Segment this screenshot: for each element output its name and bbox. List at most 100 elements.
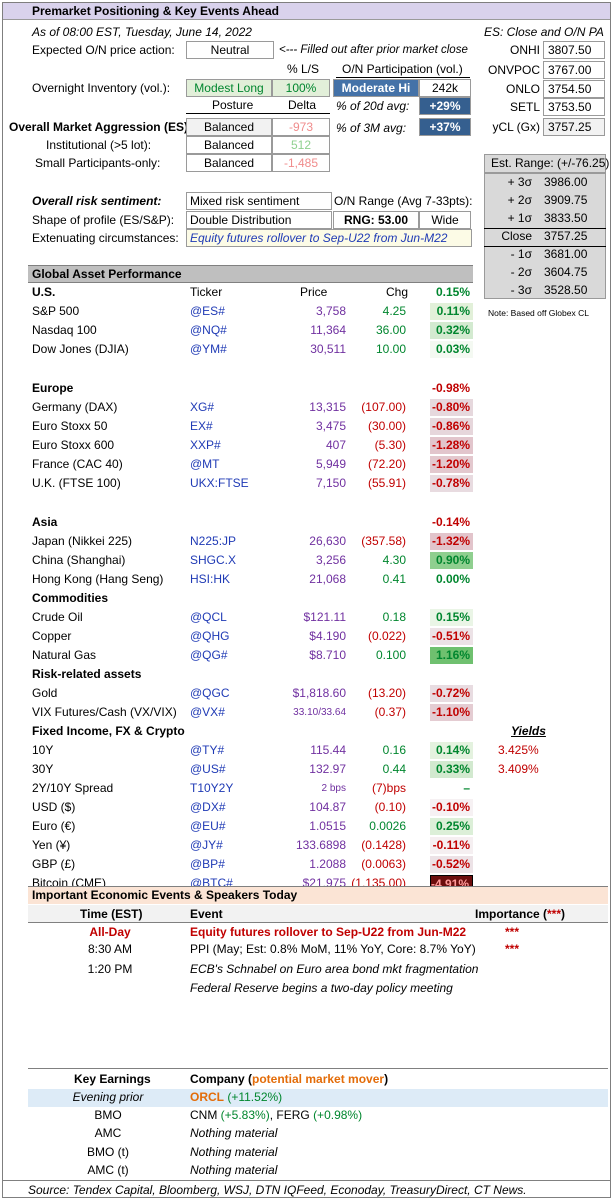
level-label: ONHI bbox=[510, 43, 540, 57]
asset-price: 1.2088 bbox=[309, 857, 346, 871]
asset-pct: -1.10% bbox=[430, 704, 473, 721]
earnings-company: ORCL (+11.52%) bbox=[190, 1089, 282, 1106]
rng-width: Wide bbox=[419, 211, 471, 229]
asset-chg: (107.00) bbox=[361, 400, 406, 414]
asset-ticker: XG# bbox=[190, 400, 215, 414]
asset-price: 30,511 bbox=[310, 342, 346, 356]
asset-price: $121.11 bbox=[303, 610, 347, 624]
asset-price: 33.10/33.64 bbox=[293, 707, 346, 718]
group-total: 0.15% bbox=[435, 285, 470, 299]
asset-ticker: @YM# bbox=[190, 342, 227, 356]
aggression-small-label: Small Participants-only: bbox=[35, 156, 161, 170]
asset-ticker: @MT bbox=[190, 457, 220, 471]
asset-name: Euro (€) bbox=[32, 819, 76, 833]
asset-chg: 10.00 bbox=[375, 342, 406, 356]
earnings-when: AMC (t) bbox=[87, 1163, 129, 1177]
asset-chg: (0.10) bbox=[374, 800, 406, 814]
posture-underline bbox=[186, 113, 330, 114]
aggression-institutional-label: Institutional (>5 lot): bbox=[46, 138, 152, 152]
asset-name: VIX Futures/Cash (VX/VIX) bbox=[32, 705, 177, 719]
asset-name: 30Y bbox=[32, 762, 54, 776]
asset-name: Gold bbox=[32, 686, 58, 700]
asset-price: 3,475 bbox=[315, 419, 346, 433]
expected-note: <--- Filled out after prior market close bbox=[279, 44, 468, 56]
global-title-bar bbox=[28, 265, 473, 283]
asset-ticker: UKX:FTSE bbox=[190, 476, 249, 490]
asset-chg: (13.20) bbox=[367, 686, 406, 700]
ext-label: Extenuating circumstances: bbox=[32, 231, 179, 245]
asset-price: 1.0515 bbox=[309, 819, 346, 833]
rng-value: RNG: 53.00 bbox=[333, 211, 419, 229]
asset-price: 26,630 bbox=[309, 534, 346, 548]
asset-price: 115.44 bbox=[310, 743, 346, 757]
risk-label: Overall risk sentiment: bbox=[32, 194, 162, 208]
sigma-label: + 3σ bbox=[507, 175, 532, 189]
group-name: Europe bbox=[32, 381, 74, 395]
close-line-top bbox=[484, 228, 606, 229]
events-header-bar bbox=[28, 905, 608, 923]
group-name: Fixed Income, FX & Crypto bbox=[32, 724, 185, 738]
source-divider bbox=[3, 1180, 610, 1181]
aggression-institutional-posture: Balanced bbox=[186, 136, 272, 154]
company-ticker: CNM bbox=[190, 1108, 218, 1122]
earnings-when: AMC bbox=[94, 1126, 122, 1140]
asset-pct: -0.80% bbox=[430, 399, 473, 416]
asset-pct: -0.11% bbox=[430, 837, 473, 854]
company-ticker: ORCL bbox=[190, 1090, 224, 1104]
participation-volume: 242k bbox=[419, 79, 471, 97]
group-total: -0.98% bbox=[431, 381, 470, 395]
risk-value: Mixed risk sentiment bbox=[186, 192, 332, 210]
asset-chg: (7)bps bbox=[371, 781, 406, 795]
earnings-when: Evening prior bbox=[72, 1090, 144, 1104]
earnings-company: Nothing material bbox=[190, 1162, 277, 1179]
asset-ticker: @JY# bbox=[190, 838, 223, 852]
asset-price: 407 bbox=[325, 438, 346, 452]
asset-ticker: SHGC.X bbox=[190, 553, 237, 567]
group-name: Risk-related assets bbox=[32, 667, 142, 681]
header-underline bbox=[336, 77, 470, 78]
asset-name: Natural Gas bbox=[32, 648, 97, 662]
asset-pct: 0.33% bbox=[430, 761, 473, 778]
inventory-label: Overnight Inventory (vol.): bbox=[32, 81, 171, 95]
asset-ticker: @EU# bbox=[190, 819, 226, 833]
sigma-value: 3528.50 bbox=[544, 283, 588, 297]
asset-ticker: @BP# bbox=[190, 857, 225, 871]
est-range-body bbox=[484, 173, 606, 299]
asset-price: 7,150 bbox=[315, 476, 346, 490]
earnings-col-company: Company (potential market mover) bbox=[190, 1072, 389, 1086]
asset-pct: 0.32% bbox=[430, 322, 473, 339]
asset-pct: -0.10% bbox=[430, 799, 473, 816]
on-participation-header: O/N Participation (vol.) bbox=[342, 62, 463, 76]
level-label: ONVPOC bbox=[487, 63, 540, 77]
company-ticker: FERG bbox=[276, 1108, 310, 1122]
asset-pct: -0.86% bbox=[430, 418, 473, 435]
earnings-company: CNM (+5.83%), FERG (+0.98%) bbox=[190, 1108, 363, 1122]
inventory-value: Modest Long bbox=[186, 79, 272, 97]
asset-chg: (0.0063) bbox=[361, 857, 406, 871]
es-note: ES: Close and O/N PA bbox=[484, 25, 604, 39]
sigma-label: Close bbox=[501, 229, 532, 243]
aggression-small-delta: -1,485 bbox=[272, 154, 330, 172]
asset-chg: 0.100 bbox=[375, 648, 406, 662]
asset-chg: 4.30 bbox=[382, 553, 406, 567]
asset-price: 13,315 bbox=[309, 400, 346, 414]
ext-value: Equity futures rollover to Sep-U22 from … bbox=[186, 229, 472, 247]
sigma-value: 3986.00 bbox=[544, 175, 588, 189]
asset-chg: 36.00 bbox=[375, 323, 406, 337]
asset-name: France (CAC 40) bbox=[32, 457, 123, 471]
asset-ticker: @QCL bbox=[190, 610, 227, 624]
date-line: As of 08:00 EST, Tuesday, June 14, 2022 bbox=[32, 25, 252, 39]
asset-price: 3,256 bbox=[315, 553, 346, 567]
asset-name: Japan (Nikkei 225) bbox=[32, 534, 133, 548]
asset-price: 132.97 bbox=[309, 762, 346, 776]
asset-name: GBP (£) bbox=[32, 857, 76, 871]
asset-price: $1,818.60 bbox=[292, 686, 346, 700]
company-ticker: Nothing material bbox=[190, 1126, 278, 1140]
events-col-event: Event bbox=[190, 907, 223, 921]
global-title: Global Asset Performance bbox=[32, 267, 182, 281]
asset-name: Nasdaq 100 bbox=[32, 323, 97, 337]
asset-price: $4.190 bbox=[309, 629, 346, 643]
asset-price: 3,758 bbox=[315, 304, 346, 318]
delta-header: Delta bbox=[288, 98, 317, 112]
posture-header: Posture bbox=[212, 98, 254, 112]
